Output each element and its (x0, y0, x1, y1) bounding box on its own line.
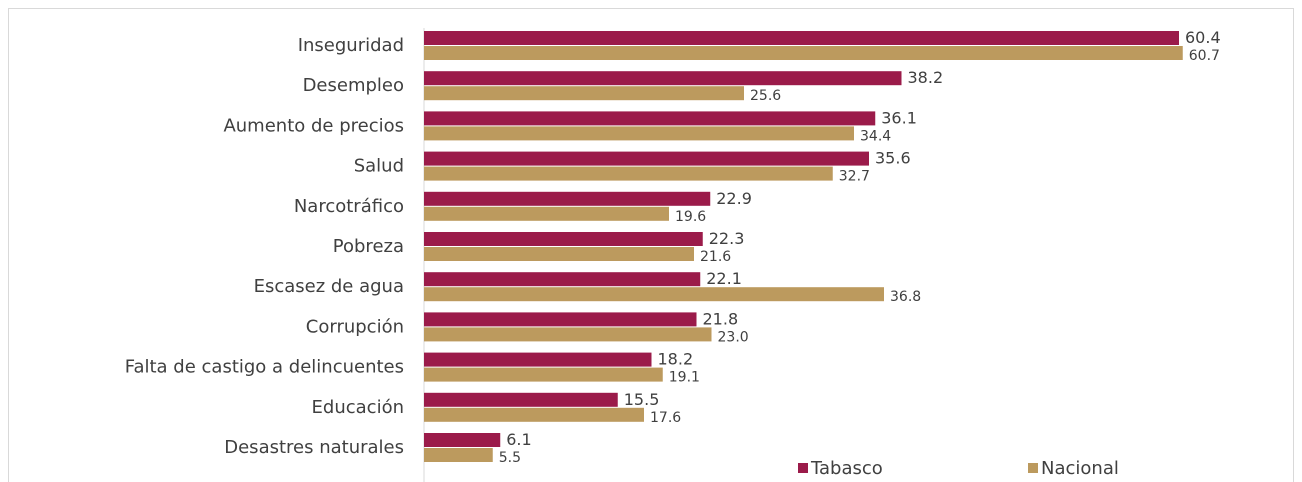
data-label-tabasco: 15.5 (624, 390, 660, 409)
bar-tabasco-falta-de-castigo-a-delincuentes (424, 352, 652, 367)
bar-tabasco-salud (424, 151, 869, 166)
bar-nacional-falta-de-castigo-a-delincuentes (424, 367, 663, 382)
data-label-nacional: 19.1 (669, 370, 700, 386)
category-label: Escasez de agua (254, 276, 404, 297)
bar-tabasco-desempleo (424, 71, 902, 86)
bar-nacional-desastres-naturales (424, 448, 493, 462)
bar-tabasco-escasez-de-agua (424, 272, 701, 287)
data-label-nacional: 5.5 (499, 450, 521, 466)
legend-swatch-tabasco (798, 463, 808, 473)
data-label-tabasco: 38.2 (908, 68, 944, 87)
data-label-tabasco: 22.9 (716, 189, 752, 208)
category-label: Aumento de precios (223, 115, 404, 136)
legend-label-nacional: Nacional (1041, 458, 1119, 479)
category-label: Pobreza (333, 236, 404, 257)
data-label-nacional: 34.4 (860, 128, 891, 144)
data-label-nacional: 60.7 (1189, 48, 1220, 64)
bar-tabasco-corrupcion (424, 312, 697, 327)
data-label-tabasco: 21.8 (703, 309, 739, 328)
bar-tabasco-desastres-naturales (424, 433, 501, 447)
bar-tabasco-educacion (424, 392, 618, 407)
bar-tabasco-narcotrafico (424, 191, 711, 206)
data-label-tabasco: 18.2 (658, 350, 694, 369)
data-label-tabasco: 22.3 (709, 229, 745, 248)
category-label: Desempleo (303, 75, 404, 96)
data-label-nacional: 36.8 (890, 289, 921, 305)
bar-tabasco-pobreza (424, 232, 703, 246)
category-label: Inseguridad (298, 35, 404, 56)
legend-label-tabasco: Tabasco (810, 458, 883, 479)
data-label-nacional: 25.6 (750, 88, 781, 104)
data-label-nacional: 32.7 (839, 169, 870, 185)
bar-nacional-inseguridad (424, 46, 1183, 60)
data-label-tabasco: 36.1 (881, 108, 917, 127)
data-label-nacional: 17.6 (650, 410, 681, 426)
data-label-nacional: 21.6 (700, 249, 731, 265)
data-label-tabasco: 22.1 (706, 269, 742, 288)
data-label-nacional: 23.0 (718, 329, 749, 345)
data-label-tabasco: 60.4 (1185, 28, 1221, 47)
bar-nacional-salud (424, 166, 833, 181)
bar-nacional-corrupcion (424, 327, 712, 342)
category-label: Educación (312, 397, 404, 418)
bar-nacional-pobreza (424, 247, 694, 261)
bar-nacional-escasez-de-agua (424, 287, 884, 302)
chart-frame (8, 8, 1294, 482)
bar-nacional-desempleo (424, 86, 744, 101)
category-label: Desastres naturales (224, 437, 404, 458)
bars-layer: Inseguridad 60.460.7 Desempleo 38.2 25.6 Aume… (125, 28, 1221, 466)
bar-nacional-educacion (424, 407, 644, 422)
category-label: Narcotráfico (294, 196, 404, 217)
data-label-tabasco: 35.6 (875, 149, 911, 168)
data-label-tabasco: 6.1 (506, 430, 531, 449)
legend-swatch-nacional (1028, 463, 1038, 473)
category-label: Falta de castigo a delincuentes (125, 357, 404, 378)
legend: Tabasco Nacional (798, 458, 1119, 479)
bar-nacional-aumento-de-precios (424, 126, 854, 141)
data-label-nacional: 19.6 (675, 209, 706, 225)
bar-nacional-narcotrafico (424, 206, 669, 221)
bar-tabasco-inseguridad (424, 31, 1179, 45)
category-label: Salud (354, 156, 404, 177)
category-label: Corrupción (306, 316, 404, 337)
bar-tabasco-aumento-de-precios (424, 111, 876, 126)
